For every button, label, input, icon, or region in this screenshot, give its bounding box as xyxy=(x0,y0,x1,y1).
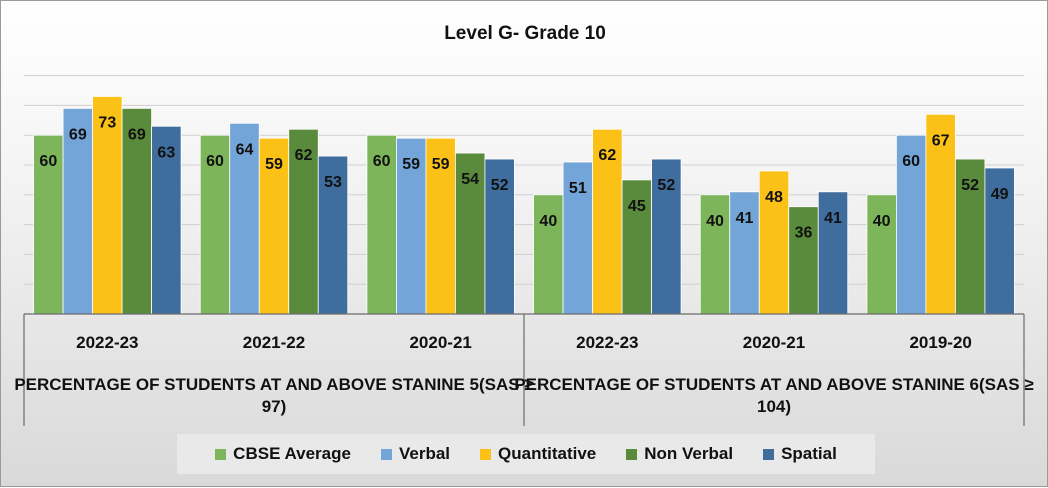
legend-label: Non Verbal xyxy=(644,444,734,463)
data-label: 41 xyxy=(824,210,842,227)
bar xyxy=(729,191,760,315)
data-label: 59 xyxy=(402,156,420,173)
legend-item: CBSE Average xyxy=(215,444,351,464)
legend-label: Spatial xyxy=(781,444,837,463)
legend-swatch xyxy=(626,448,638,460)
legend-label: Quantitative xyxy=(498,444,597,463)
bar xyxy=(562,161,593,315)
data-label: 45 xyxy=(628,198,646,215)
bar xyxy=(366,134,397,315)
data-label: 36 xyxy=(795,225,813,242)
bar xyxy=(317,155,349,315)
legend-label: Verbal xyxy=(398,444,451,463)
tick-label: 2020-21 xyxy=(743,333,805,352)
data-label: 60 xyxy=(206,153,224,170)
tick-label: 2021-22 xyxy=(243,333,305,352)
data-label: 54 xyxy=(461,171,479,188)
data-label: 63 xyxy=(157,144,175,161)
data-label: 49 xyxy=(991,186,1009,203)
bar xyxy=(533,194,564,315)
bar xyxy=(758,170,790,315)
group-label: PERCENTAGE OF STUDENTS AT AND ABOVE STAN… xyxy=(14,375,533,416)
bar xyxy=(651,158,682,315)
legend-item: Non Verbal xyxy=(626,444,733,464)
data-label: 59 xyxy=(265,156,283,173)
bar xyxy=(984,167,1015,315)
bar xyxy=(925,113,956,315)
tick-label: 2019-20 xyxy=(909,333,971,352)
data-label: 51 xyxy=(569,180,587,197)
bar xyxy=(396,137,427,315)
data-label: 40 xyxy=(539,213,557,230)
data-label: 64 xyxy=(236,141,254,158)
data-label: 40 xyxy=(706,213,724,230)
data-label: 41 xyxy=(736,210,754,227)
data-label: 40 xyxy=(873,213,891,230)
data-label: 60 xyxy=(39,153,57,170)
data-label: 73 xyxy=(98,114,116,131)
bar xyxy=(896,134,927,315)
tick-label: 2020-21 xyxy=(409,333,471,352)
data-label: 69 xyxy=(128,126,146,143)
bar xyxy=(151,125,182,315)
legend-item: Quantitative xyxy=(480,444,596,464)
data-label: 60 xyxy=(373,153,391,170)
bar xyxy=(788,206,819,315)
chart-legend: CBSE Average Verbal Quantitative Non Verbal… xyxy=(177,434,875,474)
data-label: 62 xyxy=(598,147,616,164)
bar xyxy=(258,137,290,315)
data-label: 52 xyxy=(961,177,979,194)
data-label: 60 xyxy=(902,153,920,170)
legend-swatch xyxy=(480,448,492,460)
legend-item: Spatial xyxy=(763,444,837,464)
data-label: 52 xyxy=(657,177,675,194)
bar xyxy=(955,158,986,315)
data-label: 69 xyxy=(69,126,87,143)
data-label: 67 xyxy=(932,132,950,149)
legend-label: CBSE Average xyxy=(233,444,351,463)
legend-swatch xyxy=(763,448,775,460)
bar xyxy=(866,194,897,315)
legend-item: Verbal xyxy=(380,444,451,464)
group-label: PERCENTAGE OF STUDENTS AT AND ABOVE STAN… xyxy=(514,375,1033,416)
tick-label: 2022-23 xyxy=(576,333,638,352)
data-label: 59 xyxy=(432,156,450,173)
data-label: 52 xyxy=(491,177,509,194)
legend-swatch xyxy=(380,448,392,460)
bar xyxy=(425,137,456,315)
tick-label: 2022-23 xyxy=(76,333,138,352)
bar xyxy=(817,191,849,315)
legend-swatch xyxy=(215,448,227,460)
bar xyxy=(229,122,260,315)
data-label: 62 xyxy=(295,147,313,164)
bar xyxy=(121,107,152,315)
bar xyxy=(288,128,319,315)
data-label: 53 xyxy=(324,174,342,191)
data-label: 48 xyxy=(765,189,783,206)
chart-title: Level G- Grade 10 xyxy=(444,23,606,44)
